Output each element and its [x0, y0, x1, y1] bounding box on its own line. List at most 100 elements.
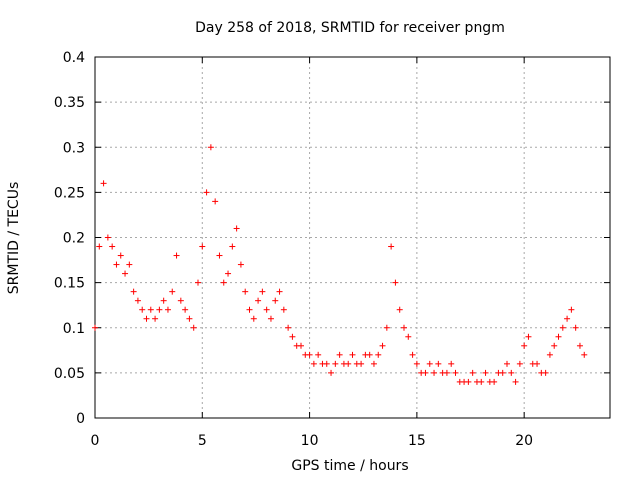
- data-point: [572, 324, 579, 331]
- data-point: [534, 360, 541, 367]
- y-tick-label: 0.2: [63, 231, 85, 247]
- data-point: [298, 342, 304, 349]
- x-tick-label: 10: [301, 433, 319, 449]
- data-point: [323, 360, 330, 367]
- data-point: [504, 360, 510, 367]
- data-point: [443, 369, 450, 376]
- data-point: [435, 360, 442, 367]
- data-point: [263, 306, 270, 313]
- data-point: [139, 306, 146, 313]
- data-point: [388, 243, 395, 250]
- data-point: [122, 270, 129, 277]
- y-axis-label: SRMTID / TECUs: [6, 182, 22, 295]
- data-point: [405, 333, 412, 340]
- data-point: [366, 351, 373, 358]
- data-point: [126, 261, 133, 268]
- data-point: [349, 351, 356, 358]
- data-point: [409, 351, 416, 358]
- data-point: [396, 306, 403, 313]
- data-point: [499, 369, 506, 376]
- data-point: [259, 288, 266, 295]
- data-point: [525, 333, 532, 340]
- data-point: [216, 252, 223, 259]
- data-point: [482, 369, 489, 376]
- data-point: [512, 378, 519, 385]
- x-tick-label: 20: [515, 433, 533, 449]
- data-point: [306, 351, 313, 358]
- x-tick-label: 0: [91, 433, 100, 449]
- data-point: [516, 360, 523, 367]
- data-point: [233, 225, 240, 232]
- data-point: [113, 261, 120, 268]
- data-point: [452, 369, 459, 376]
- data-point: [207, 144, 214, 151]
- data-point: [276, 288, 283, 295]
- data-point: [100, 180, 107, 187]
- data-point: [130, 288, 137, 295]
- data-point: [521, 342, 528, 349]
- y-tick-label: 0.4: [63, 50, 85, 66]
- y-tick-label: 0.35: [54, 95, 85, 111]
- data-point: [212, 198, 219, 205]
- data-point: [568, 306, 575, 313]
- data-point: [104, 234, 111, 241]
- data-point: [186, 315, 193, 322]
- data-point: [237, 261, 244, 268]
- data-point: [559, 324, 566, 331]
- data-point: [581, 351, 588, 358]
- data-point: [576, 342, 583, 349]
- data-point: [220, 279, 227, 286]
- data-point: [117, 252, 124, 259]
- data-point: [332, 360, 339, 367]
- data-point: [551, 342, 558, 349]
- data-point: [413, 360, 420, 367]
- y-tick-label: 0.1: [63, 321, 85, 337]
- data-point: [328, 369, 335, 376]
- data-point: [426, 360, 433, 367]
- data-point: [542, 369, 549, 376]
- data-point: [229, 243, 236, 250]
- data-point: [195, 279, 201, 286]
- data-point: [336, 351, 343, 358]
- data-point: [392, 279, 399, 286]
- plot-frame: [94, 56, 611, 419]
- data-point: [401, 324, 407, 331]
- y-tick-label: 0.05: [54, 366, 85, 382]
- data-point: [190, 324, 197, 331]
- data-point: [564, 315, 571, 322]
- data-point: [383, 324, 390, 331]
- data-point: [246, 306, 253, 313]
- data-point: [478, 378, 485, 385]
- data-point: [315, 351, 322, 358]
- data-point: [109, 243, 116, 250]
- data-point: [96, 243, 103, 250]
- data-point: [152, 315, 159, 322]
- y-tick-label: 0: [76, 411, 85, 427]
- data-point: [280, 306, 287, 313]
- data-point: [267, 315, 274, 322]
- data-point: [173, 252, 180, 259]
- data-point: [177, 297, 184, 304]
- data-point: [92, 324, 98, 331]
- data-point: [250, 315, 257, 322]
- data-point: [160, 297, 167, 304]
- points-layer: [92, 144, 588, 385]
- data-point: [546, 351, 553, 358]
- data-point: [491, 378, 498, 385]
- data-point: [272, 297, 279, 304]
- grid-layer: [95, 57, 610, 418]
- data-point: [169, 288, 176, 295]
- data-point: [379, 342, 386, 349]
- data-point: [143, 315, 150, 322]
- data-point: [555, 333, 562, 340]
- data-point: [255, 297, 262, 304]
- x-tick-label: 5: [198, 433, 207, 449]
- data-point: [289, 333, 296, 340]
- y-tick-label: 0.25: [54, 185, 85, 201]
- chart-title: Day 258 of 2018, SRMTID for receiver png…: [195, 20, 505, 36]
- data-point: [199, 243, 206, 250]
- y-tick-label: 0.3: [63, 140, 85, 156]
- data-point: [345, 360, 352, 367]
- data-point: [156, 306, 163, 313]
